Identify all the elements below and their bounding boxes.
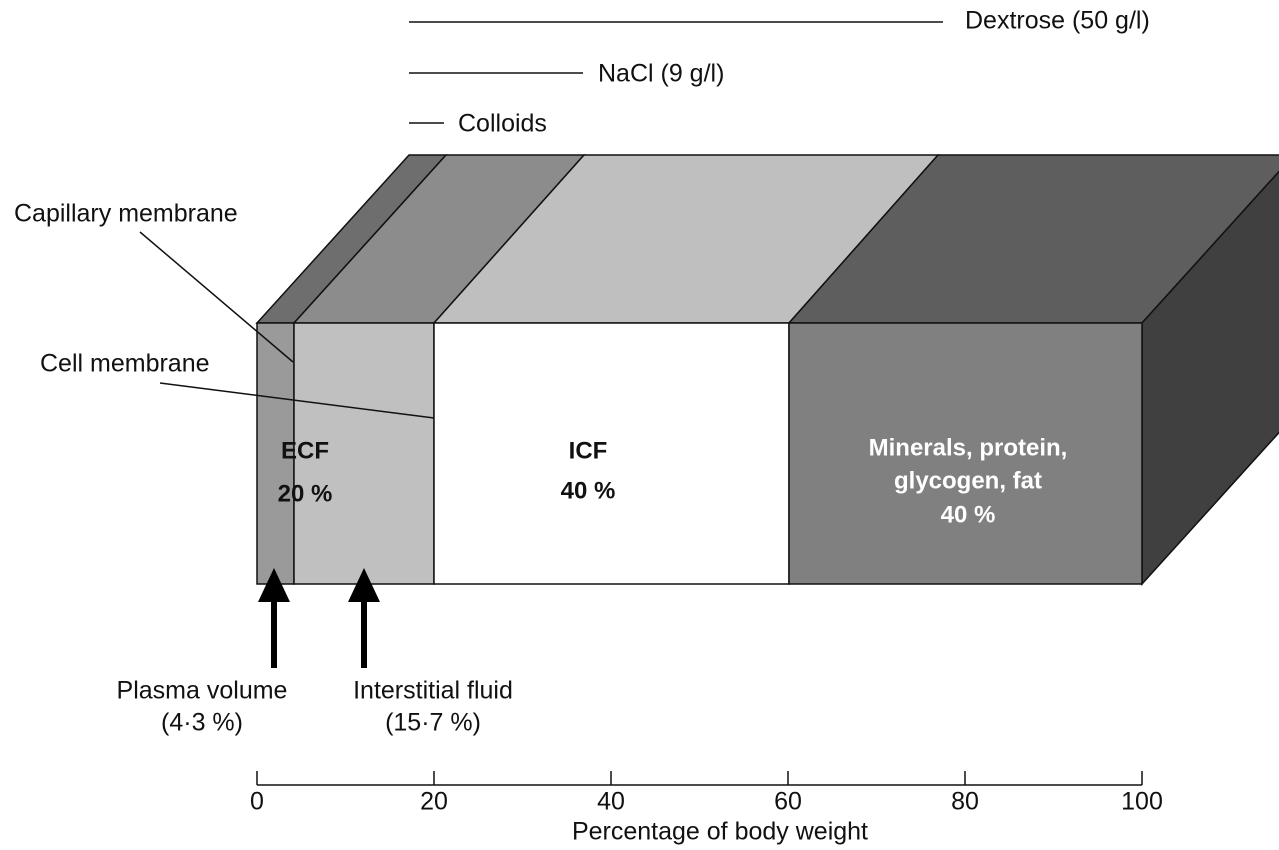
plasma-percent: (4·3 %) xyxy=(161,709,243,737)
icf-name: ICF xyxy=(569,437,608,464)
ecf-percent: 20 % xyxy=(278,480,333,507)
interstitial-percent: (15·7 %) xyxy=(385,709,481,737)
solids-front xyxy=(788,322,1143,585)
plasma-label: Plasma volume xyxy=(117,677,288,705)
solids-line: glycogen, fat xyxy=(894,467,1042,494)
dextrose-label: Dextrose (50 g/l) xyxy=(965,7,1150,35)
capillary-label: Capillary membrane xyxy=(14,200,238,228)
tick-label: 80 xyxy=(951,788,979,816)
colloids-label: Colloids xyxy=(458,110,547,138)
tick-label: 0 xyxy=(250,788,264,816)
tick-label: 60 xyxy=(774,788,802,816)
tick-label: 20 xyxy=(420,788,448,816)
plasma-front xyxy=(256,322,295,585)
interstitial-label: Interstitial fluid xyxy=(353,677,513,705)
solids-line: Minerals, protein, xyxy=(869,434,1068,461)
nacl-label: NaCl (9 g/l) xyxy=(598,60,724,88)
cell-label: Cell membrane xyxy=(40,350,210,378)
tick-label: 100 xyxy=(1121,788,1163,816)
tick-label: 40 xyxy=(597,788,625,816)
cell-pointer xyxy=(159,382,435,419)
fluid-block xyxy=(255,154,1279,586)
capillary-pointer xyxy=(139,231,294,363)
ecf-name: ECF xyxy=(281,437,329,464)
solids-line: 40 % xyxy=(941,501,996,528)
axis-label: Percentage of body weight xyxy=(572,818,868,846)
interstitial-front xyxy=(293,322,435,585)
arrows xyxy=(258,568,380,668)
icf-percent: 40 % xyxy=(561,477,616,504)
icf-front xyxy=(433,322,790,585)
